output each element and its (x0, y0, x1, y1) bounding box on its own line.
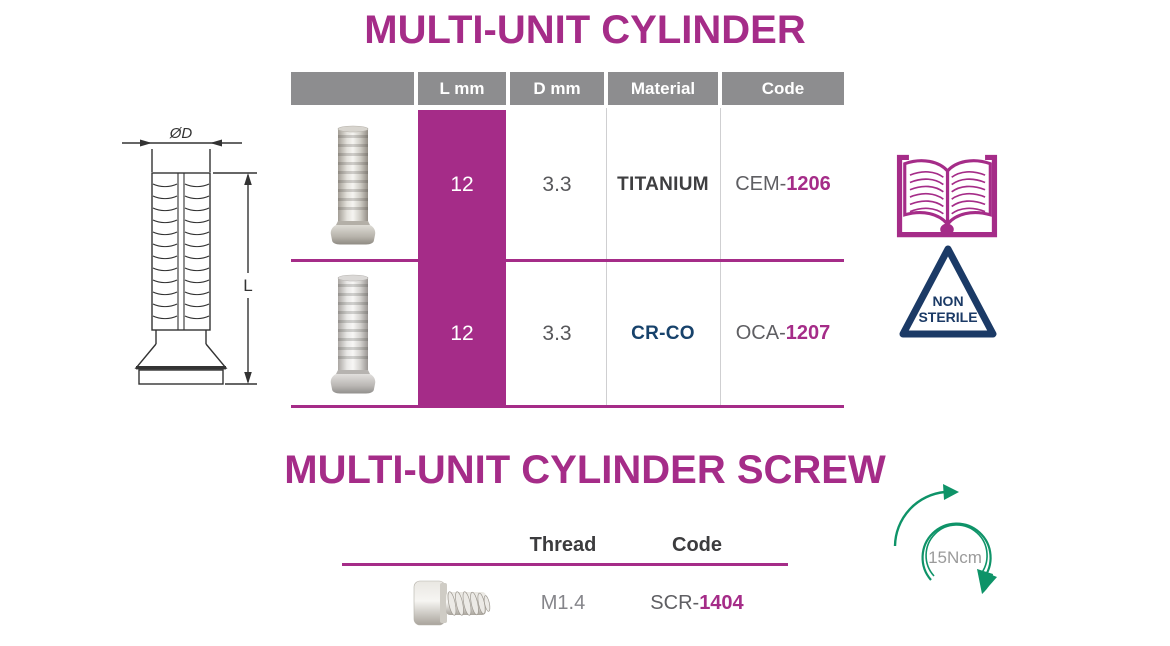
cell-d-value: 3.3 (542, 172, 572, 196)
column-divider (606, 108, 607, 405)
cell-material: CR-CO (631, 322, 695, 344)
code-number: 1206 (786, 173, 831, 195)
product-photo-screw (408, 576, 498, 630)
catalog-book-icon (896, 154, 998, 238)
cell-thread: M1.4 (540, 591, 586, 614)
cell-d-value: 3.3 (542, 321, 572, 345)
cell-code: OCA- 1207 (722, 262, 844, 405)
product-photo-cylinder-crco (291, 262, 414, 405)
code-number: 1404 (699, 591, 744, 614)
header-image (291, 72, 414, 105)
code-prefix: CEM- (735, 173, 787, 195)
cell-code: SCR- 1404 (637, 576, 757, 630)
header-code: Code (722, 72, 844, 105)
screw-table: Thread Code (342, 530, 788, 642)
column-divider (720, 108, 721, 405)
product-photo-cylinder-titanium (291, 110, 414, 259)
header-thread: Thread (529, 533, 597, 556)
row-separator (291, 259, 844, 262)
cylinder-table: L mm D mm Material Code (291, 72, 844, 408)
header-l-mm: L mm (418, 72, 506, 105)
non-sterile-text-line2: STERILE (918, 309, 977, 325)
cell-material: TITANIUM (617, 173, 709, 195)
torque-value-label: 15Ncm (928, 548, 982, 567)
cell-l-value: 12 (450, 321, 474, 345)
section2-title: MULTI-UNIT CYLINDER SCREW (284, 448, 886, 492)
header-material: Material (608, 72, 718, 105)
non-sterile-icon: NON STERILE (899, 245, 997, 338)
header-code: Code (672, 533, 722, 556)
non-sterile-text-line1: NON (932, 293, 963, 309)
code-number: 1207 (785, 322, 831, 344)
section1-title: MULTI-UNIT CYLINDER (364, 8, 806, 52)
code-prefix: OCA- (735, 322, 786, 344)
table-bottom-line (291, 405, 844, 408)
length-dimension-label: L (243, 276, 252, 295)
header-underline (342, 563, 788, 566)
code-prefix: SCR- (650, 591, 700, 614)
diameter-dimension-label: ØD (169, 125, 193, 142)
torque-15ncm-icon: 15Ncm (893, 484, 997, 594)
header-d-mm: D mm (510, 72, 604, 105)
cell-l-value: 12 (450, 172, 474, 196)
cylinder-dimension-diagram: ØD L (122, 125, 257, 385)
cell-code: CEM- 1206 (722, 110, 844, 259)
